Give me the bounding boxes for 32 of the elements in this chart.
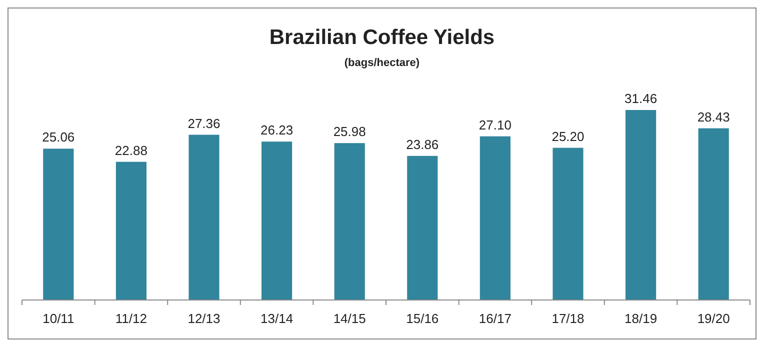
data-label: 25.98: [333, 124, 366, 140]
bar: [334, 143, 365, 300]
bar: [698, 128, 729, 300]
bar: [552, 148, 584, 300]
chart-subtitle: (bags/hectare): [344, 57, 420, 69]
x-tick-label: 16/17: [478, 311, 512, 326]
x-tick-label: 14/15: [333, 311, 366, 326]
bar: [262, 142, 292, 300]
x-tick-label: 12/13: [188, 311, 220, 326]
x-tick-label: 18/19: [624, 311, 658, 326]
x-tick-label: 10/11: [42, 311, 74, 326]
data-label: 27.10: [478, 117, 512, 132]
bar: [188, 134, 220, 300]
x-tick-label: 15/16: [406, 311, 439, 326]
data-label: 25.20: [552, 128, 584, 144]
x-tick-label: 19/20: [697, 311, 730, 326]
bar: [43, 148, 74, 300]
data-label: 22.88: [114, 142, 148, 158]
bar: [626, 110, 656, 300]
data-label: 25.06: [42, 130, 75, 145]
x-tick-label: 11/12: [115, 311, 147, 326]
bar: [407, 156, 438, 300]
chart-title: Brazilian Coffee Yields: [269, 26, 495, 49]
data-label: 27.36: [188, 116, 220, 131]
data-label: 26.23: [260, 122, 294, 138]
data-label: 31.46: [624, 91, 658, 106]
bar: [480, 136, 510, 300]
data-label: 23.86: [406, 136, 439, 152]
x-tick-label: 13/14: [260, 311, 294, 326]
x-tick-label: 17/18: [552, 311, 584, 326]
data-label: 28.43: [697, 109, 730, 124]
bar: [116, 162, 146, 300]
